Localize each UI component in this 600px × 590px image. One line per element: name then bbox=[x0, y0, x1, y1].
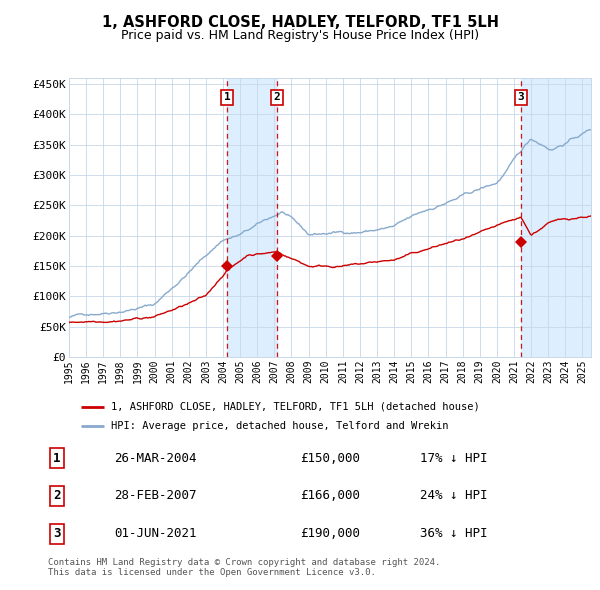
Text: Price paid vs. HM Land Registry's House Price Index (HPI): Price paid vs. HM Land Registry's House … bbox=[121, 30, 479, 42]
Text: 1: 1 bbox=[224, 93, 230, 103]
Text: 26-MAR-2004: 26-MAR-2004 bbox=[114, 452, 197, 465]
Text: Contains HM Land Registry data © Crown copyright and database right 2024.
This d: Contains HM Land Registry data © Crown c… bbox=[48, 558, 440, 577]
Text: 01-JUN-2021: 01-JUN-2021 bbox=[114, 527, 197, 540]
Text: 2: 2 bbox=[53, 489, 61, 502]
Text: 1, ASHFORD CLOSE, HADLEY, TELFORD, TF1 5LH: 1, ASHFORD CLOSE, HADLEY, TELFORD, TF1 5… bbox=[101, 15, 499, 30]
Text: 24% ↓ HPI: 24% ↓ HPI bbox=[420, 489, 487, 502]
Text: 1: 1 bbox=[53, 452, 61, 465]
Bar bbox=[521, 78, 591, 357]
Text: £190,000: £190,000 bbox=[300, 527, 360, 540]
Bar bbox=[227, 78, 277, 357]
Text: 2: 2 bbox=[274, 93, 280, 103]
Text: 36% ↓ HPI: 36% ↓ HPI bbox=[420, 527, 487, 540]
Text: £150,000: £150,000 bbox=[300, 452, 360, 465]
Text: HPI: Average price, detached house, Telford and Wrekin: HPI: Average price, detached house, Telf… bbox=[110, 421, 448, 431]
Text: 17% ↓ HPI: 17% ↓ HPI bbox=[420, 452, 487, 465]
Text: 3: 3 bbox=[518, 93, 524, 103]
Text: 28-FEB-2007: 28-FEB-2007 bbox=[114, 489, 197, 502]
Text: 1, ASHFORD CLOSE, HADLEY, TELFORD, TF1 5LH (detached house): 1, ASHFORD CLOSE, HADLEY, TELFORD, TF1 5… bbox=[110, 402, 479, 412]
Text: £166,000: £166,000 bbox=[300, 489, 360, 502]
Text: 3: 3 bbox=[53, 527, 61, 540]
